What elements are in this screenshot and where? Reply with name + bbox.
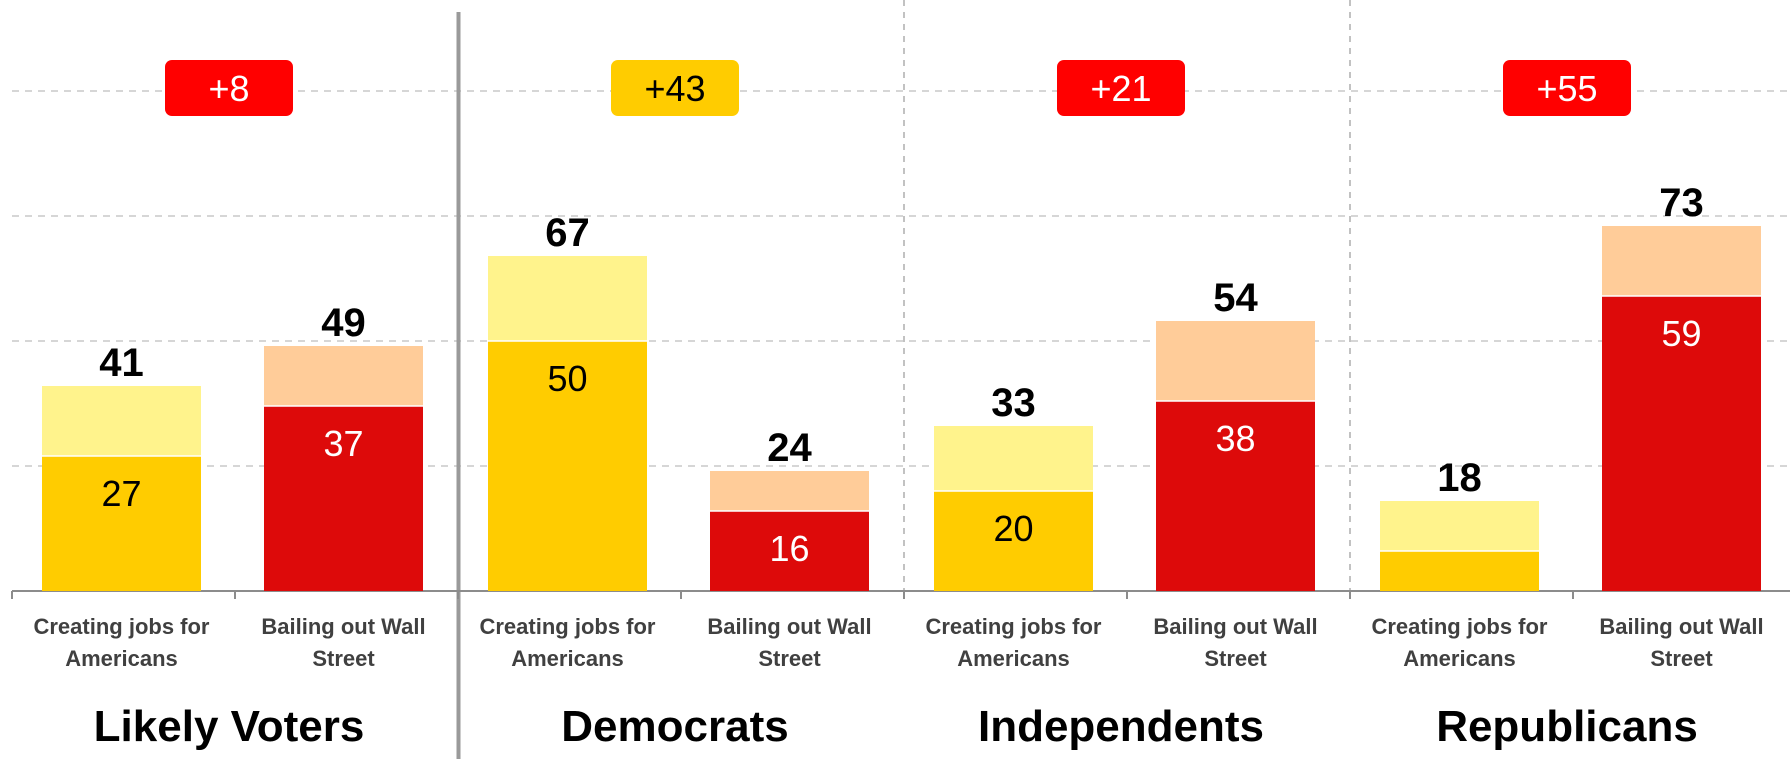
- bar-segment-outer: [42, 386, 201, 456]
- difference-badge: [1057, 60, 1185, 116]
- total-value-label: 49: [321, 301, 366, 345]
- bar-segment-outer: [264, 346, 423, 406]
- bars-layer: [42, 226, 1761, 591]
- bar-segment-outer: [1156, 321, 1315, 401]
- bar-segment-inner: [934, 491, 1093, 591]
- group-title: Independents: [978, 702, 1264, 751]
- inner-value-label: 59: [1661, 313, 1701, 354]
- total-value-label: 54: [1213, 276, 1258, 320]
- inner-value-label: 37: [323, 423, 363, 464]
- inner-value-label: 38: [1215, 418, 1255, 459]
- category-label: Creating jobs for: [925, 614, 1101, 639]
- bar-segment-outer: [934, 426, 1093, 491]
- category-label: Bailing out Wall: [707, 614, 871, 639]
- category-label: Bailing out Wall: [1599, 614, 1763, 639]
- labels-layer: +8 Likely Voters 41 27 Creating jobs for Amer…: [33, 60, 1764, 751]
- inner-value-label: 16: [769, 528, 809, 569]
- bar-segment-inner: [710, 511, 869, 591]
- inner-value-label: 27: [101, 473, 141, 514]
- category-label: Americans: [1403, 646, 1516, 671]
- category-label: Americans: [957, 646, 1070, 671]
- bar-segment-inner: [1602, 296, 1761, 591]
- difference-badge-label: +43: [644, 68, 705, 109]
- group-title: Likely Voters: [94, 702, 365, 751]
- bar-segment-inner: [42, 456, 201, 591]
- bar-segment-outer: [710, 471, 869, 511]
- total-value-label: 18: [1437, 456, 1482, 500]
- difference-badge: [165, 60, 293, 116]
- total-value-label: 24: [767, 426, 812, 470]
- group-title: Democrats: [561, 702, 788, 751]
- category-label: Street: [1204, 646, 1267, 671]
- difference-badge-label: +21: [1090, 68, 1151, 109]
- category-label: Street: [312, 646, 375, 671]
- group-title: Republicans: [1436, 702, 1698, 751]
- inner-value-label: 20: [993, 508, 1033, 549]
- category-label: Bailing out Wall: [1153, 614, 1317, 639]
- total-value-label: 67: [545, 211, 590, 255]
- bar-segment-inner: [264, 406, 423, 591]
- category-label: Creating jobs for: [479, 614, 655, 639]
- bar-segment-outer: [1380, 501, 1539, 551]
- bar-segment-inner: [1380, 551, 1539, 591]
- total-value-label: 33: [991, 381, 1036, 425]
- difference-badge-label: +55: [1536, 68, 1597, 109]
- difference-badge-label: +8: [208, 68, 249, 109]
- category-label: Bailing out Wall: [261, 614, 425, 639]
- category-label: Street: [758, 646, 821, 671]
- category-label: Americans: [65, 646, 178, 671]
- total-value-label: 41: [99, 341, 144, 385]
- bar-segment-outer: [488, 256, 647, 341]
- bar-segment-outer: [1602, 226, 1761, 296]
- category-label: Americans: [511, 646, 624, 671]
- total-value-label: 73: [1659, 181, 1704, 225]
- difference-badge: [1503, 60, 1631, 116]
- category-label: Creating jobs for: [33, 614, 209, 639]
- category-label: Creating jobs for: [1371, 614, 1547, 639]
- bar-segment-inner: [1156, 401, 1315, 591]
- bar-segment-inner: [488, 341, 647, 591]
- difference-badge: [611, 60, 739, 116]
- category-label: Street: [1650, 646, 1713, 671]
- inner-value-label: 50: [547, 358, 587, 399]
